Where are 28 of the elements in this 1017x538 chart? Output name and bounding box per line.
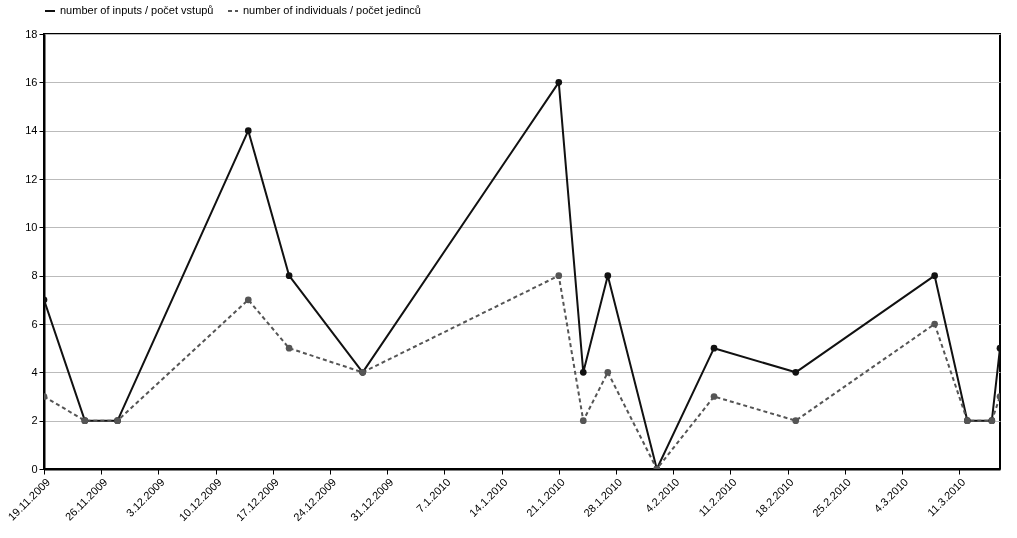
legend-label: number of individuals / počet jedinců [243,4,421,16]
point [931,320,938,328]
y-tick-label: 6 [31,317,38,330]
point [931,272,938,280]
point [604,368,612,376]
point [244,296,252,304]
y-tick-label: 12 [25,172,38,185]
point [244,127,252,135]
point [710,393,718,400]
point [285,272,293,280]
y-tick-label: 10 [25,220,38,233]
point [792,368,800,376]
y-tick-label: 14 [25,124,38,137]
point [710,344,718,352]
point [604,272,612,280]
y-tick-label: 4 [31,365,38,378]
y-tick-label: 8 [31,269,38,282]
point [555,78,563,86]
y-tick-label: 0 [31,462,38,475]
point [579,417,587,425]
y-tick-label: 2 [31,414,38,427]
point [285,344,293,352]
y-tick-label: 18 [25,27,38,40]
legend-label: number of inputs / počet vstupů [60,4,214,16]
point [555,272,563,280]
point [792,417,800,425]
point [579,368,587,376]
y-tick-label: 16 [25,75,38,88]
